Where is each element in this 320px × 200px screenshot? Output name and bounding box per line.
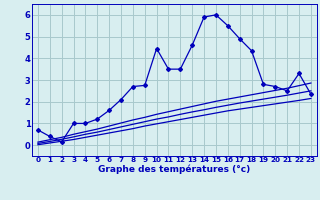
X-axis label: Graphe des températures (°c): Graphe des températures (°c): [98, 165, 251, 174]
